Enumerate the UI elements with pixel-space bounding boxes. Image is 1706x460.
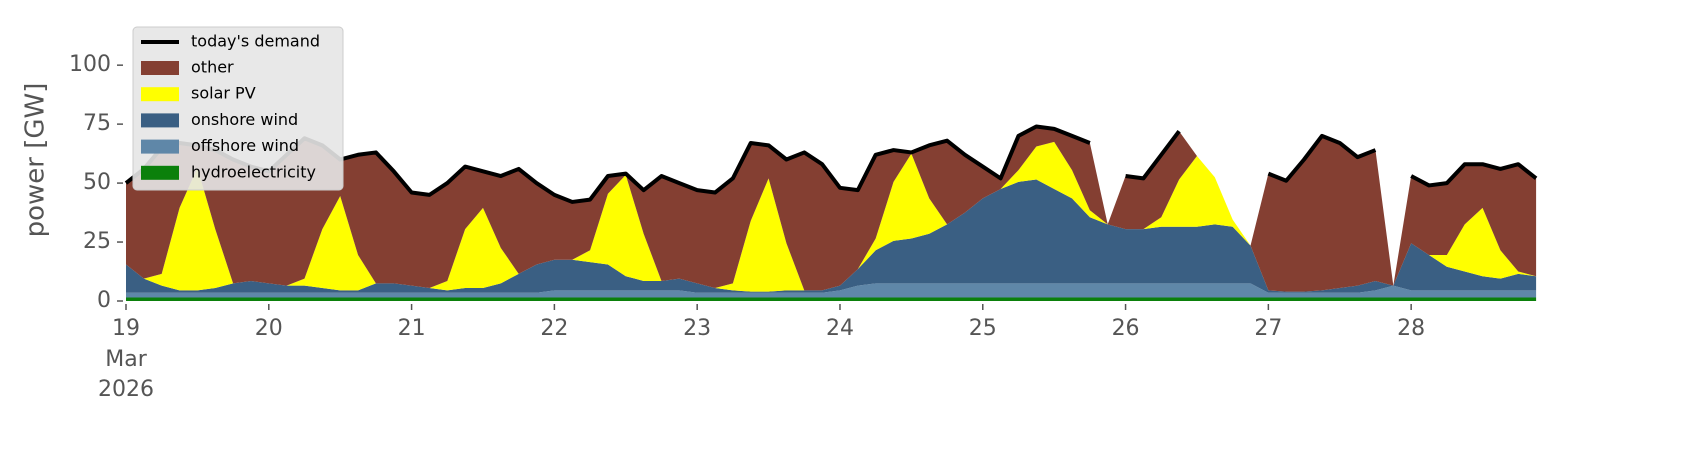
y-tick-label: 75: [83, 111, 111, 136]
y-tick-label: 0: [97, 288, 111, 313]
x-tick-label: 21: [398, 316, 426, 341]
x-tick-label: 22: [540, 316, 568, 341]
legend-label: hydroelectricity: [191, 162, 316, 181]
plot-area: [124, 124, 1538, 301]
area: [126, 283, 1537, 298]
x-date-label: Mar: [105, 347, 147, 372]
x-tick-label: 19: [112, 316, 140, 341]
x-tick-label: 23: [683, 316, 711, 341]
legend-label: offshore wind: [191, 136, 299, 155]
legend: today's demand other solar PV onshore wind o…: [132, 26, 344, 191]
y-tick-label: 25: [83, 229, 111, 254]
legend-swatch: [141, 87, 179, 102]
x-tick-label: 28: [1397, 316, 1425, 341]
legend-swatch: [141, 139, 179, 154]
x-date-label: 2026: [98, 377, 154, 402]
legend-swatch: [141, 61, 179, 75]
y-tick-label: 50: [83, 170, 111, 195]
legend-label: onshore wind: [191, 110, 298, 129]
legend-label: solar PV: [191, 84, 256, 103]
area: [126, 126, 1537, 292]
x-tick-label: 27: [1254, 316, 1282, 341]
demand-line: [124, 124, 1538, 204]
area: [126, 141, 1537, 292]
legend-box: [132, 26, 344, 191]
legend-swatch: [141, 165, 179, 180]
area: [126, 297, 1537, 301]
y-tick-label: 100: [69, 52, 111, 77]
x-tick-label: 24: [826, 316, 854, 341]
legend-swatch: [141, 113, 179, 128]
area: [126, 179, 1537, 293]
y-axis-label: power [GW]: [21, 83, 51, 238]
x-tick-label: 25: [969, 316, 997, 341]
legend-label: other: [191, 58, 234, 77]
x-tick-label: 26: [1112, 316, 1140, 341]
x-tick-label: 20: [255, 316, 283, 341]
legend-label: today's demand: [191, 32, 320, 51]
